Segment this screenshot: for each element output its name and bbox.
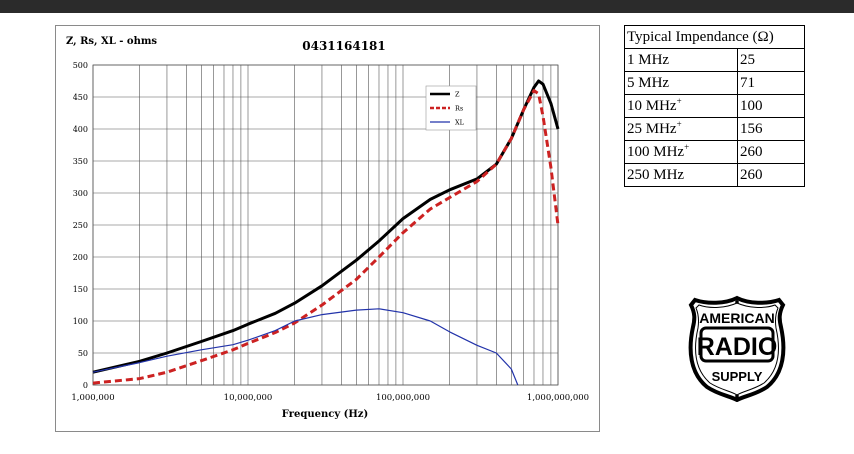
plot-area-border (92, 64, 559, 386)
y-axis-label: Z, Rs, XL - ohms (66, 36, 157, 47)
chart-legend: Z Rs XL (425, 85, 477, 131)
freq-label: 10 MHz (627, 98, 677, 114)
y-tick-label: 100 (73, 317, 88, 326)
y-tick-label: 200 (73, 253, 88, 262)
table-row: 5 MHz 71 (624, 71, 805, 95)
series-z-line (92, 79, 560, 374)
y-tick-label: 300 (73, 189, 88, 198)
series-lines (92, 79, 560, 386)
freq-cell: 25 MHz+ (624, 117, 738, 141)
y-tick-label: 450 (73, 93, 88, 102)
freq-footnote: + (684, 142, 690, 152)
x-tick-label: 10,000,000 (224, 393, 273, 403)
freq-cell: 250 MHz (624, 163, 738, 187)
y-tick-label: 350 (73, 157, 88, 166)
freq-cell: 10 MHz+ (624, 94, 738, 118)
logo-dot-bottom (735, 394, 739, 398)
x-tick-label: 1,000,000,000 (527, 393, 589, 403)
impedance-table: Typical Impendance (Ω) 1 MHz 25 5 MHz 71… (624, 25, 805, 187)
impedance-cell: 260 (737, 163, 805, 187)
series-xl-line (92, 308, 519, 386)
x-tick-label: 1,000,000 (71, 393, 114, 403)
chart-title: 0431164181 (302, 39, 386, 53)
freq-label: 5 MHz (627, 75, 670, 91)
freq-footnote: + (676, 119, 682, 129)
logo-dot-top (735, 300, 739, 304)
table-row: 250 MHz 260 (624, 163, 805, 187)
table-title: Typical Impendance (Ω) (624, 25, 805, 49)
american-radio-supply-logo: AMERICAN RADIO SUPPLY (688, 295, 786, 402)
legend-label-z: Z (455, 91, 460, 99)
y-tick-label: 250 (73, 221, 88, 230)
y-tick-label: 0 (83, 381, 88, 390)
x-tick-label: 100,000,000 (376, 393, 430, 403)
legend-label-rs: Rs (455, 105, 463, 113)
impedance-cell: 100 (737, 94, 805, 118)
impedance-cell: 71 (737, 71, 805, 95)
freq-cell: 5 MHz (624, 71, 738, 95)
logo-text-supply: SUPPLY (712, 369, 763, 384)
freq-footnote: + (676, 96, 682, 106)
freq-label: 100 MHz (627, 144, 685, 160)
freq-cell: 1 MHz (624, 48, 738, 72)
logo-text-american: AMERICAN (699, 310, 774, 326)
logo-radio-box (699, 326, 775, 363)
impedance-chart: Z, Rs, XL - ohms 0431164181 Frequency (H… (66, 36, 589, 420)
x-axis-label: Frequency (Hz) (282, 409, 368, 420)
freq-label: 25 MHz (627, 121, 677, 137)
freq-cell: 100 MHz+ (624, 140, 738, 164)
table-title-row: Typical Impendance (Ω) (624, 25, 805, 49)
table-row: 10 MHz+ 100 (624, 94, 805, 118)
impedance-cell: 25 (737, 48, 805, 72)
legend-label-xl: XL (455, 119, 465, 127)
y-tick-label: 50 (78, 349, 88, 358)
table-row: 100 MHz+ 260 (624, 140, 805, 164)
logo-text-radio: RADIO (697, 333, 778, 361)
top-bar (0, 0, 854, 13)
y-tick-label: 400 (73, 125, 88, 134)
chart-panel: Z, Rs, XL - ohms 0431164181 Frequency (H… (55, 25, 600, 432)
table-row: 1 MHz 25 (624, 48, 805, 72)
impedance-cell: 156 (737, 117, 805, 141)
y-tick-label: 150 (73, 285, 88, 294)
freq-label: 1 MHz (627, 52, 670, 68)
freq-label: 250 MHz (627, 167, 685, 183)
impedance-cell: 260 (737, 140, 805, 164)
tick-labels: 0 50 100 150 200 250 300 350 400 450 500 1,000,000 1… (71, 61, 589, 403)
y-tick-label: 500 (73, 61, 88, 70)
table-row: 25 MHz+ 156 (624, 117, 805, 141)
grid-lines (92, 64, 559, 386)
series-rs-line (92, 89, 560, 385)
